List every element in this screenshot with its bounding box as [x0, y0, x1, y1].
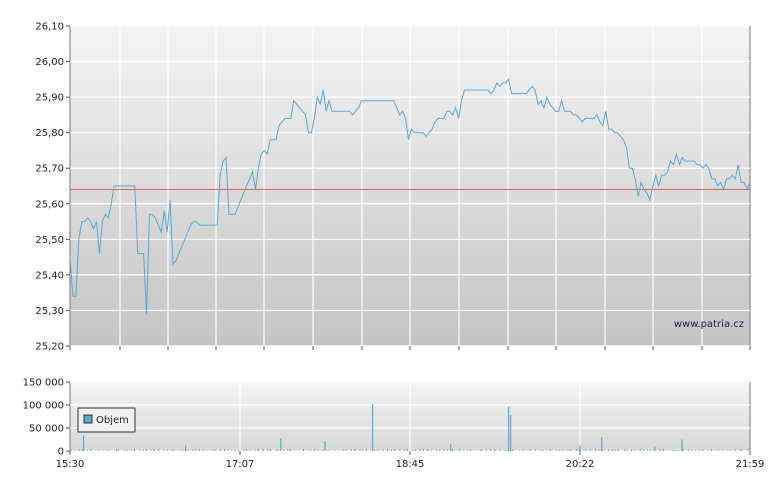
volume-x-tick-label: 21:59: [736, 459, 765, 470]
volume-x-tick-label: 20:22: [566, 459, 595, 470]
price-y-tick-label: 25,40: [35, 270, 64, 281]
legend-label: Objem: [96, 415, 129, 426]
legend-swatch: [83, 414, 93, 424]
price-y-tick-label: 26,10: [35, 22, 64, 33]
price-y-tick-label: 25,20: [35, 342, 64, 353]
volume-x-tick-label: 18:45: [396, 459, 425, 470]
watermark-text: www.patria.cz: [674, 319, 744, 330]
volume-grid: [70, 381, 750, 452]
volume-y-tick-label: 150 000: [23, 378, 64, 389]
price-y-tick-label: 25,50: [35, 235, 64, 246]
price-y-tick-label: 25,30: [35, 306, 64, 317]
volume-x-tick-label: 17:07: [226, 459, 255, 470]
volume-x-tick-label: 15:30: [56, 459, 85, 470]
price-y-tick-label: 25,90: [35, 93, 64, 104]
price-x-ticks: [69, 346, 751, 350]
volume-chart-panel: 150 000 100 000 50 000 0 15:30 17:07 18:45 20:…: [23, 378, 765, 471]
volume-x-axis: 15:30 17:07 18:45 20:22 21:59: [56, 451, 765, 470]
volume-bars: [70, 404, 749, 451]
price-series-line: [69, 78, 751, 315]
price-y-tick-label: 25,60: [35, 199, 64, 210]
volume-y-tick-label: 100 000: [23, 401, 64, 412]
volume-legend: Objem: [77, 407, 136, 433]
volume-y-axis: 150 000 100 000 50 000 0: [23, 378, 70, 458]
price-y-tick-label: 26,00: [35, 57, 64, 68]
volume-y-tick-label: 0: [58, 447, 64, 458]
price-y-tick-label: 25,70: [35, 164, 64, 175]
volume-y-tick-label: 50 000: [29, 424, 64, 435]
price-chart-panel: 26,10 26,00 25,90 25,80 25,70 25,60 25,50 25,40…: [35, 22, 751, 353]
price-y-tick-label: 25,80: [35, 128, 64, 139]
price-y-axis: 26,10 26,00 25,90 25,80 25,70 25,60 25,50 25,40…: [35, 22, 70, 353]
